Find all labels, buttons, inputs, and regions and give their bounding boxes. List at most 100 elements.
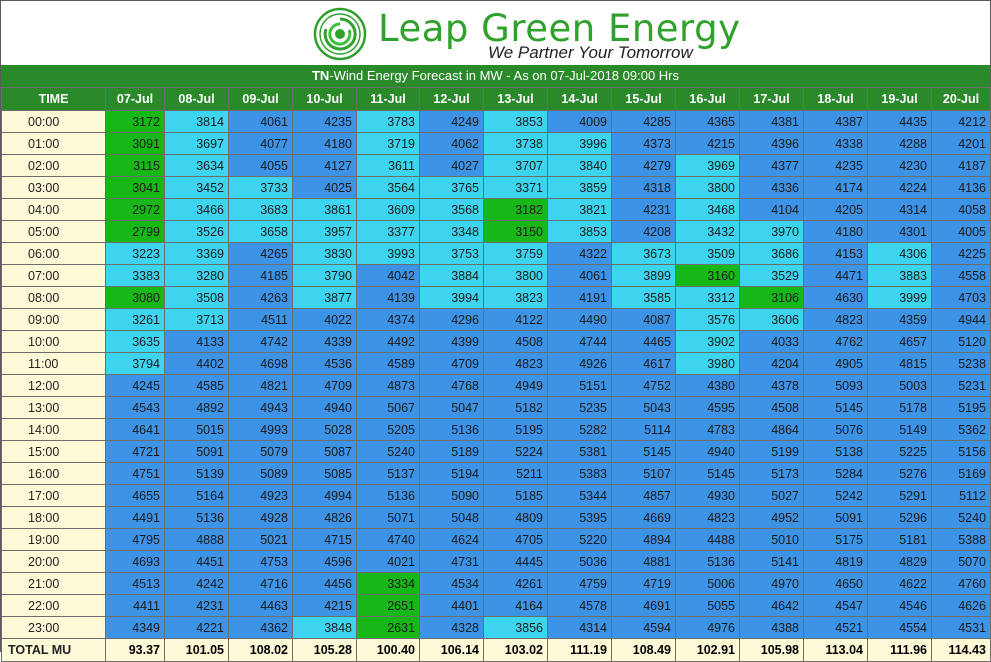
forecast-value-cell: 4740 (356, 528, 420, 551)
forecast-value-cell: 4993 (228, 418, 293, 441)
forecast-value-cell: 4242 (164, 572, 229, 595)
forecast-value-cell: 3466 (164, 198, 229, 221)
brand-tagline: We Partner Your Tomorrow (488, 43, 693, 62)
report-title: TN-Wind Energy Forecast in MW - As on 07… (1, 65, 990, 87)
forecast-value-cell: 4492 (356, 330, 420, 353)
table-row: 19:00 4795 4888 5021 4715 4740 4624 4705 5220 489… (1, 528, 991, 551)
forecast-value-cell: 5145 (675, 462, 740, 485)
time-cell: 16:00 (1, 462, 106, 485)
forecast-value-cell: 3673 (611, 242, 676, 265)
time-cell: 19:00 (1, 528, 106, 551)
report-header: Leap Green Energy We Partner Your Tomorr… (1, 1, 990, 65)
forecast-value-cell: 5189 (419, 440, 484, 463)
forecast-value-cell: 5003 (867, 374, 932, 397)
forecast-value-cell: 5067 (356, 396, 420, 419)
time-cell: 03:00 (1, 176, 106, 199)
forecast-value-cell: 4396 (739, 132, 804, 155)
forecast-value-cell: 5240 (356, 440, 420, 463)
forecast-value-cell: 4753 (228, 550, 293, 573)
table-row: 07:00 3383 3280 4185 3790 4042 3884 3800 4061 389… (1, 264, 991, 287)
forecast-value-cell: 3994 (419, 286, 484, 309)
total-value-cell: 114.43 (931, 638, 991, 662)
time-cell: 15:00 (1, 440, 106, 463)
table-row: 15:00 4721 5091 5079 5087 5240 5189 5224 5381 514… (1, 440, 991, 463)
forecast-value-cell: 4751 (105, 462, 165, 485)
forecast-value-cell: 4122 (483, 308, 548, 331)
forecast-value-cell: 5291 (867, 484, 932, 507)
forecast-value-cell: 4857 (611, 484, 676, 507)
forecast-value-cell: 5136 (356, 484, 420, 507)
forecast-value-cell: 4204 (739, 352, 804, 375)
forecast-value-cell: 5185 (483, 484, 548, 507)
forecast-value-cell: 5235 (547, 396, 612, 419)
time-cell: 06:00 (1, 242, 106, 265)
forecast-value-cell: 4655 (105, 484, 165, 507)
forecast-value-cell: 4212 (931, 110, 991, 133)
time-cell: 21:00 (1, 572, 106, 595)
forecast-value-cell: 3821 (547, 198, 612, 221)
forecast-value-cell: 4949 (483, 374, 548, 397)
forecast-value-cell: 4265 (228, 242, 293, 265)
forecast-value-cell: 4077 (228, 132, 293, 155)
forecast-value-cell: 4378 (739, 374, 804, 397)
forecast-value-cell: 4976 (675, 616, 740, 639)
forecast-value-cell: 4022 (292, 308, 357, 331)
forecast-value-cell: 3899 (611, 264, 676, 287)
forecast-value-cell: 4215 (292, 594, 357, 617)
column-header-date: 18-Jul (803, 87, 868, 111)
forecast-value-cell: 4508 (739, 396, 804, 419)
forecast-value-cell: 3719 (356, 132, 420, 155)
forecast-value-cell: 4221 (164, 616, 229, 639)
forecast-value-cell: 5296 (867, 506, 932, 529)
total-value-cell: 100.40 (356, 638, 420, 662)
forecast-value-cell: 5205 (356, 418, 420, 441)
column-header-date: 08-Jul (164, 87, 229, 111)
forecast-value-cell: 5388 (931, 528, 991, 551)
table-row: 23:00 4349 4221 4362 3848 2631 4328 3856 4314 459… (1, 616, 991, 639)
time-cell: 12:00 (1, 374, 106, 397)
forecast-value-cell: 4359 (867, 308, 932, 331)
forecast-value-cell: 3996 (547, 132, 612, 155)
forecast-value-cell: 3856 (483, 616, 548, 639)
forecast-value-cell: 4104 (739, 198, 804, 221)
total-label: TOTAL MU (1, 638, 106, 662)
column-header-time: TIME (1, 87, 106, 111)
forecast-value-cell: 5178 (867, 396, 932, 419)
forecast-value-cell: 5145 (611, 440, 676, 463)
forecast-value-cell: 4187 (931, 154, 991, 177)
column-header-date: 14-Jul (547, 87, 612, 111)
forecast-value-cell: 3853 (483, 110, 548, 133)
forecast-value-cell: 3182 (483, 198, 548, 221)
table-row: 14:00 4641 5015 4993 5028 5205 5136 5195 5282 511… (1, 418, 991, 441)
forecast-value-cell: 5136 (164, 506, 229, 529)
forecast-value-cell: 5344 (547, 484, 612, 507)
forecast-value-cell: 5090 (419, 484, 484, 507)
forecast-value-cell: 4578 (547, 594, 612, 617)
forecast-value-cell: 3999 (867, 286, 932, 309)
forecast-value-cell: 3823 (483, 286, 548, 309)
total-value-cell: 111.19 (547, 638, 612, 662)
time-cell: 02:00 (1, 154, 106, 177)
column-header-date: 07-Jul (105, 87, 165, 111)
forecast-value-cell: 5141 (739, 550, 804, 573)
table-row: 20:00 4693 4451 4753 4596 4021 4731 4445 5036 488… (1, 550, 991, 573)
forecast-value-cell: 4191 (547, 286, 612, 309)
forecast-value-cell: 2799 (105, 220, 165, 243)
forecast-value-cell: 3765 (419, 176, 484, 199)
forecast-value-cell: 5136 (675, 550, 740, 573)
forecast-value-cell: 4021 (356, 550, 420, 573)
table-row: 10:00 3635 4133 4742 4339 4492 4399 4508 4744 446… (1, 330, 991, 353)
forecast-value-cell: 4744 (547, 330, 612, 353)
forecast-value-cell: 4760 (931, 572, 991, 595)
forecast-value-cell: 3753 (419, 242, 484, 265)
forecast-value-cell: 4373 (611, 132, 676, 155)
total-value-cell: 111.96 (867, 638, 932, 662)
forecast-value-cell: 4465 (611, 330, 676, 353)
forecast-value-cell: 4185 (228, 264, 293, 287)
forecast-value-cell: 3312 (675, 286, 740, 309)
forecast-value-cell: 4339 (292, 330, 357, 353)
forecast-value-cell: 3280 (164, 264, 229, 287)
forecast-value-cell: 3800 (675, 176, 740, 199)
forecast-value-cell: 4762 (803, 330, 868, 353)
forecast-value-cell: 5181 (867, 528, 932, 551)
